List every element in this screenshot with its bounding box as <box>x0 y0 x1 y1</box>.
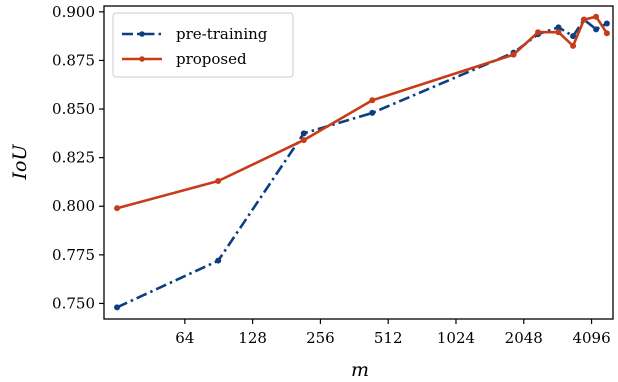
legend-marker-pre-training <box>139 31 145 37</box>
legend-box <box>112 12 294 78</box>
plot-marks <box>114 13 610 311</box>
data-point-pre-training <box>369 109 376 116</box>
y-tick-label: 0.750 <box>52 294 95 312</box>
data-point-pre-training <box>555 24 562 31</box>
data-point-proposed <box>535 29 542 36</box>
y-tick-label: 0.875 <box>52 51 95 69</box>
legend-label-proposed: proposed <box>176 50 247 68</box>
data-point-pre-training <box>114 304 121 311</box>
legend-label-pre-training: pre-training <box>176 25 268 43</box>
y-tick-label: 0.825 <box>52 149 95 167</box>
data-point-proposed <box>570 42 577 49</box>
data-point-proposed <box>114 205 121 212</box>
x-tick-label: 128 <box>238 329 267 347</box>
data-point-pre-training <box>570 33 577 40</box>
y-tick-label: 0.775 <box>52 246 95 264</box>
data-point-pre-training <box>215 257 222 264</box>
y-tick-label: 0.800 <box>52 197 95 215</box>
x-tick-label: 4096 <box>572 329 610 347</box>
y-axis-label: IoU <box>9 144 31 181</box>
y-tick-label: 0.850 <box>52 100 95 118</box>
x-tick-label: 2048 <box>505 329 543 347</box>
legend-marker-proposed <box>139 56 145 62</box>
x-tick-label: 256 <box>306 329 335 347</box>
y-tick-label: 0.900 <box>52 3 95 21</box>
x-tick-label: 512 <box>374 329 403 347</box>
data-point-proposed <box>555 29 562 36</box>
data-point-proposed <box>580 16 587 23</box>
data-point-pre-training <box>593 26 600 33</box>
data-point-proposed <box>369 97 376 104</box>
x-axis: 64 128 256 512 1024 2048 4096 <box>175 319 611 347</box>
plot-frame <box>103 5 614 320</box>
data-point-proposed <box>215 177 222 184</box>
y-axis: 0.750 0.775 0.800 0.825 0.850 0.875 0.900 <box>52 3 104 312</box>
x-tick-label: 64 <box>175 329 194 347</box>
data-point-proposed <box>510 51 517 58</box>
data-point-proposed <box>593 13 600 20</box>
data-point-proposed <box>603 30 610 37</box>
legend: pre-training proposed <box>112 12 294 78</box>
data-point-pre-training <box>603 20 610 27</box>
data-point-pre-training <box>300 130 307 137</box>
x-axis-label: m <box>351 359 369 381</box>
data-point-proposed <box>300 137 307 144</box>
x-tick-label: 1024 <box>437 329 475 347</box>
